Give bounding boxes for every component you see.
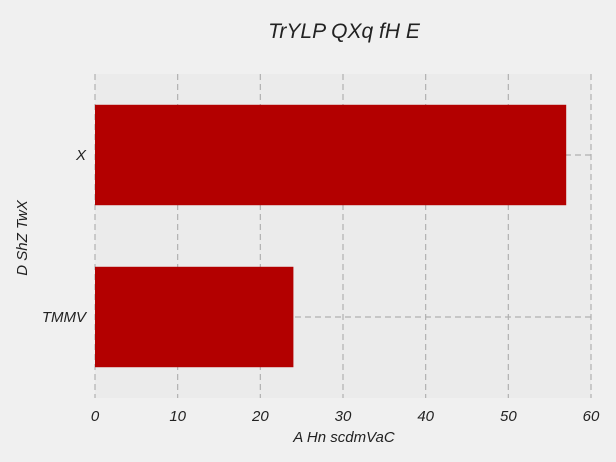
- y-tick-label: TMMV: [42, 309, 88, 326]
- x-tick-label: 10: [169, 408, 186, 425]
- x-tick-label: 0: [91, 408, 100, 425]
- bar-tmmv: [95, 267, 293, 367]
- x-tick-label: 30: [335, 408, 352, 425]
- x-tick-label: 50: [500, 408, 517, 425]
- y-axis-label: D ShZ TwX: [14, 199, 31, 276]
- x-axis-label: A Hn scdmVaC: [292, 429, 395, 446]
- y-tick-label: X: [75, 147, 87, 164]
- x-tick-label: 20: [251, 408, 269, 425]
- x-tick-label: 60: [583, 408, 600, 425]
- bar-x: [95, 105, 566, 205]
- chart-title: TrYLP QXq fH E: [268, 20, 421, 43]
- x-tick-label: 40: [417, 408, 434, 425]
